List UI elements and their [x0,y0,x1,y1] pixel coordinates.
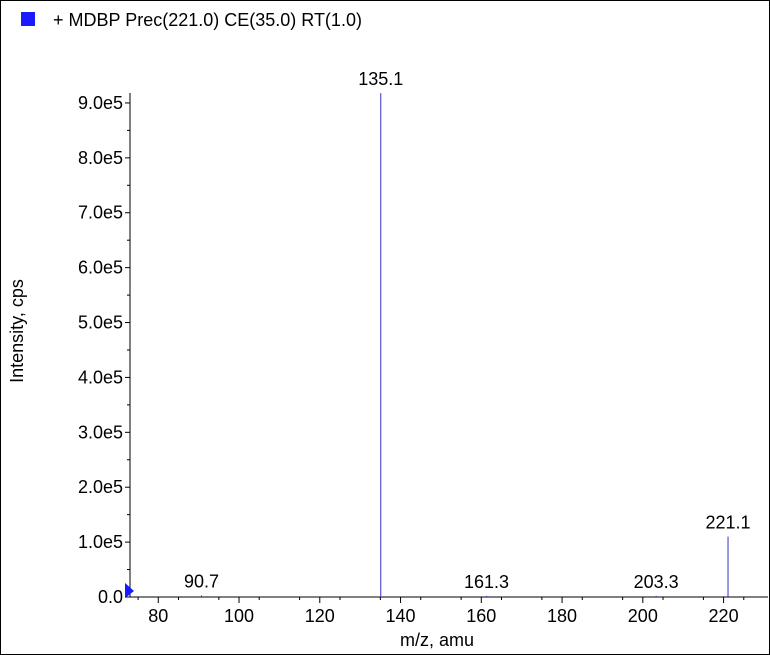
axes [129,93,768,598]
y-tick-label: 7.0e5 [78,203,123,223]
y-tick-label: 2.0e5 [78,477,123,497]
y-ticks: 0.0 1.0e5 2.0e5 3.0e5 4.0e5 5.0e5 6.0e5 7.0e5 8.… [78,93,130,607]
x-tick-label: 80 [148,606,168,626]
y-tick-label: 1.0e5 [78,532,123,552]
legend-swatch [21,12,35,26]
x-tick-label: 220 [709,606,739,626]
y-tick-label: 0.0 [98,587,123,607]
x-tick-label: 180 [547,606,577,626]
peaks: 90.7 135.1 161.3 203.3 221.1 [184,69,751,597]
x-ticks: 80 100 120 140 160 180 200 220 [137,597,745,626]
y-tick-label: 4.0e5 [78,367,123,387]
x-tick-label: 140 [386,606,416,626]
baseline-marker-icon [125,583,134,598]
peak-label: 221.1 [706,513,751,533]
y-tick-label: 6.0e5 [78,258,123,278]
x-tick-label: 200 [628,606,658,626]
y-axis-label: Intensity, cps [7,279,27,383]
x-tick-label: 100 [224,606,254,626]
y-tick-label: 8.0e5 [78,148,123,168]
y-tick-label: 5.0e5 [78,313,123,333]
peak-label: 90.7 [184,571,219,591]
y-tick-label: 3.0e5 [78,422,123,442]
peak-label: 135.1 [358,69,403,89]
x-tick-label: 120 [305,606,335,626]
peak-label: 161.3 [464,572,509,592]
legend-label: + MDBP Prec(221.0) CE(35.0) RT(1.0) [53,10,362,30]
peak-label: 203.3 [634,572,679,592]
x-tick-label: 160 [466,606,496,626]
x-axis-label: m/z, amu [400,630,474,650]
y-tick-label: 9.0e5 [78,93,123,113]
